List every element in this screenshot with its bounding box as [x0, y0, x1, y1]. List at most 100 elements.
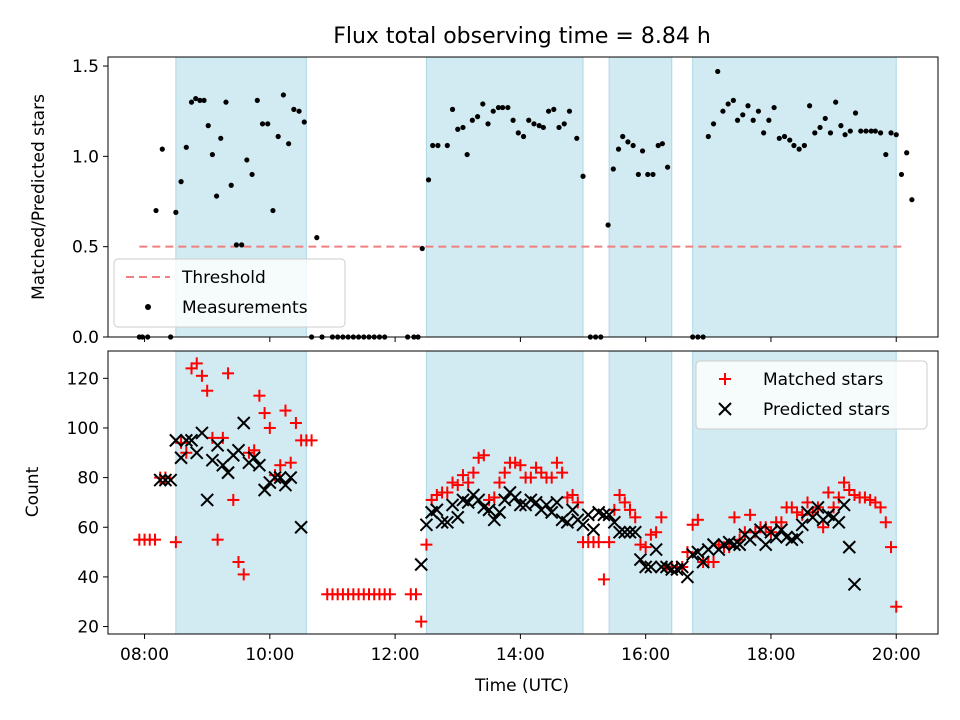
measurement-point [909, 197, 915, 203]
threshold-legend-label: Threshold [181, 268, 266, 288]
matched-legend-swatch [719, 373, 731, 385]
matched-point [827, 501, 840, 514]
predicted-point [419, 518, 434, 532]
predicted-point [179, 433, 194, 448]
predicted-point [195, 426, 209, 440]
predicted-point [257, 483, 272, 497]
predicted-point [837, 498, 851, 512]
measurement-point [228, 182, 234, 188]
matched-point [216, 431, 229, 444]
matched-point [545, 471, 558, 484]
matched-point [420, 538, 433, 551]
predicted-point [696, 555, 710, 569]
measurements-legend-swatch [145, 304, 151, 310]
predicted-point [759, 537, 773, 552]
matched-point [801, 496, 814, 509]
y-tick-label: 100 [67, 419, 99, 439]
top-panel: 0.0 0.5 1.0 1.5 Matched/Predicted stars Thr… [29, 56, 939, 348]
y-tick-label: 20 [77, 618, 99, 638]
measurement-point [791, 142, 797, 149]
measurement-point [188, 99, 195, 105]
measurement-point [817, 124, 823, 131]
measurement-point [218, 135, 224, 141]
measurement-point [520, 133, 527, 140]
predicted-point [832, 515, 846, 529]
measurement-point [566, 108, 573, 114]
matched-point [775, 516, 788, 529]
predicted-point [847, 577, 862, 592]
matched-point [284, 456, 297, 469]
predicted-point [550, 495, 564, 510]
predicted-point [732, 537, 747, 552]
measurement-point [734, 117, 741, 123]
measurement-point [205, 123, 211, 129]
predicted-point [169, 433, 183, 448]
measurement-point [781, 133, 788, 140]
bottom-x-axis: 08:00 10:00 12:00 14:00 16:00 18:00 20:00 [120, 634, 921, 665]
measurement-point [291, 106, 297, 112]
measurement-point [254, 97, 260, 103]
measurement-point [883, 151, 889, 158]
measurement-point [639, 148, 646, 154]
measurement-point [659, 141, 665, 147]
predicted-point [430, 503, 444, 517]
matched-point [206, 431, 219, 444]
y-tick-label: 1.5 [72, 57, 99, 77]
matched-point [597, 573, 610, 586]
matched-point [201, 384, 214, 397]
y-tick-label: 1.0 [72, 147, 99, 167]
y-tick-label: 60 [77, 518, 99, 538]
matched-point [885, 541, 898, 554]
matched-point [483, 493, 496, 506]
measurement-point [173, 209, 179, 215]
measurement-point [710, 121, 717, 127]
predicted-point [618, 525, 632, 539]
measurement-point [265, 121, 271, 127]
matched-point [289, 416, 302, 429]
measurement-point [209, 151, 216, 158]
predicted-point [597, 508, 611, 522]
measurement-point [485, 121, 491, 127]
observing-band [425, 56, 584, 338]
predicted-point [644, 560, 658, 574]
matched-point [864, 493, 877, 506]
measurement-point [705, 133, 711, 140]
measurement-point [745, 103, 751, 109]
measurement-point [536, 123, 542, 129]
predicted-point [581, 508, 595, 522]
x-tick-label: 10:00 [245, 645, 294, 665]
predicted-point [210, 438, 225, 453]
matched-point [728, 511, 741, 524]
predicted-legend-swatch [718, 402, 732, 416]
matched-point [592, 536, 605, 549]
matched-point [498, 466, 511, 479]
observing-band [608, 56, 673, 338]
x-tick-label: 16:00 [621, 645, 670, 665]
predicted-point [221, 465, 235, 480]
matched-point [571, 496, 584, 509]
predicted-point [842, 540, 856, 554]
matched-point [477, 449, 490, 462]
matched-point [305, 434, 318, 447]
x-tick-label: 08:00 [120, 645, 169, 665]
measurement-point [630, 142, 636, 149]
matched-point [462, 476, 475, 489]
predicted-point [633, 552, 648, 567]
matched-point [409, 588, 422, 601]
matched-point [451, 479, 464, 492]
chart-title: Flux total observing time = 8.84 h [333, 24, 711, 49]
measurement-point [280, 92, 286, 98]
matched-point [644, 528, 657, 541]
measurement-point [551, 106, 557, 112]
predicted-point [529, 495, 543, 510]
matched-point [879, 516, 892, 529]
measurement-point [872, 128, 878, 134]
measurement-point [159, 146, 165, 152]
measurement-point [526, 117, 532, 123]
measurement-point [425, 177, 432, 183]
measurement-point [419, 245, 425, 252]
matched-point [603, 536, 616, 549]
predicted-point [727, 537, 742, 552]
measurement-point [183, 144, 189, 150]
